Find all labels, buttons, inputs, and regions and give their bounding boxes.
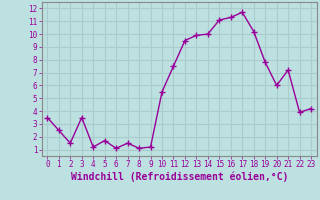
X-axis label: Windchill (Refroidissement éolien,°C): Windchill (Refroidissement éolien,°C) bbox=[70, 172, 288, 182]
